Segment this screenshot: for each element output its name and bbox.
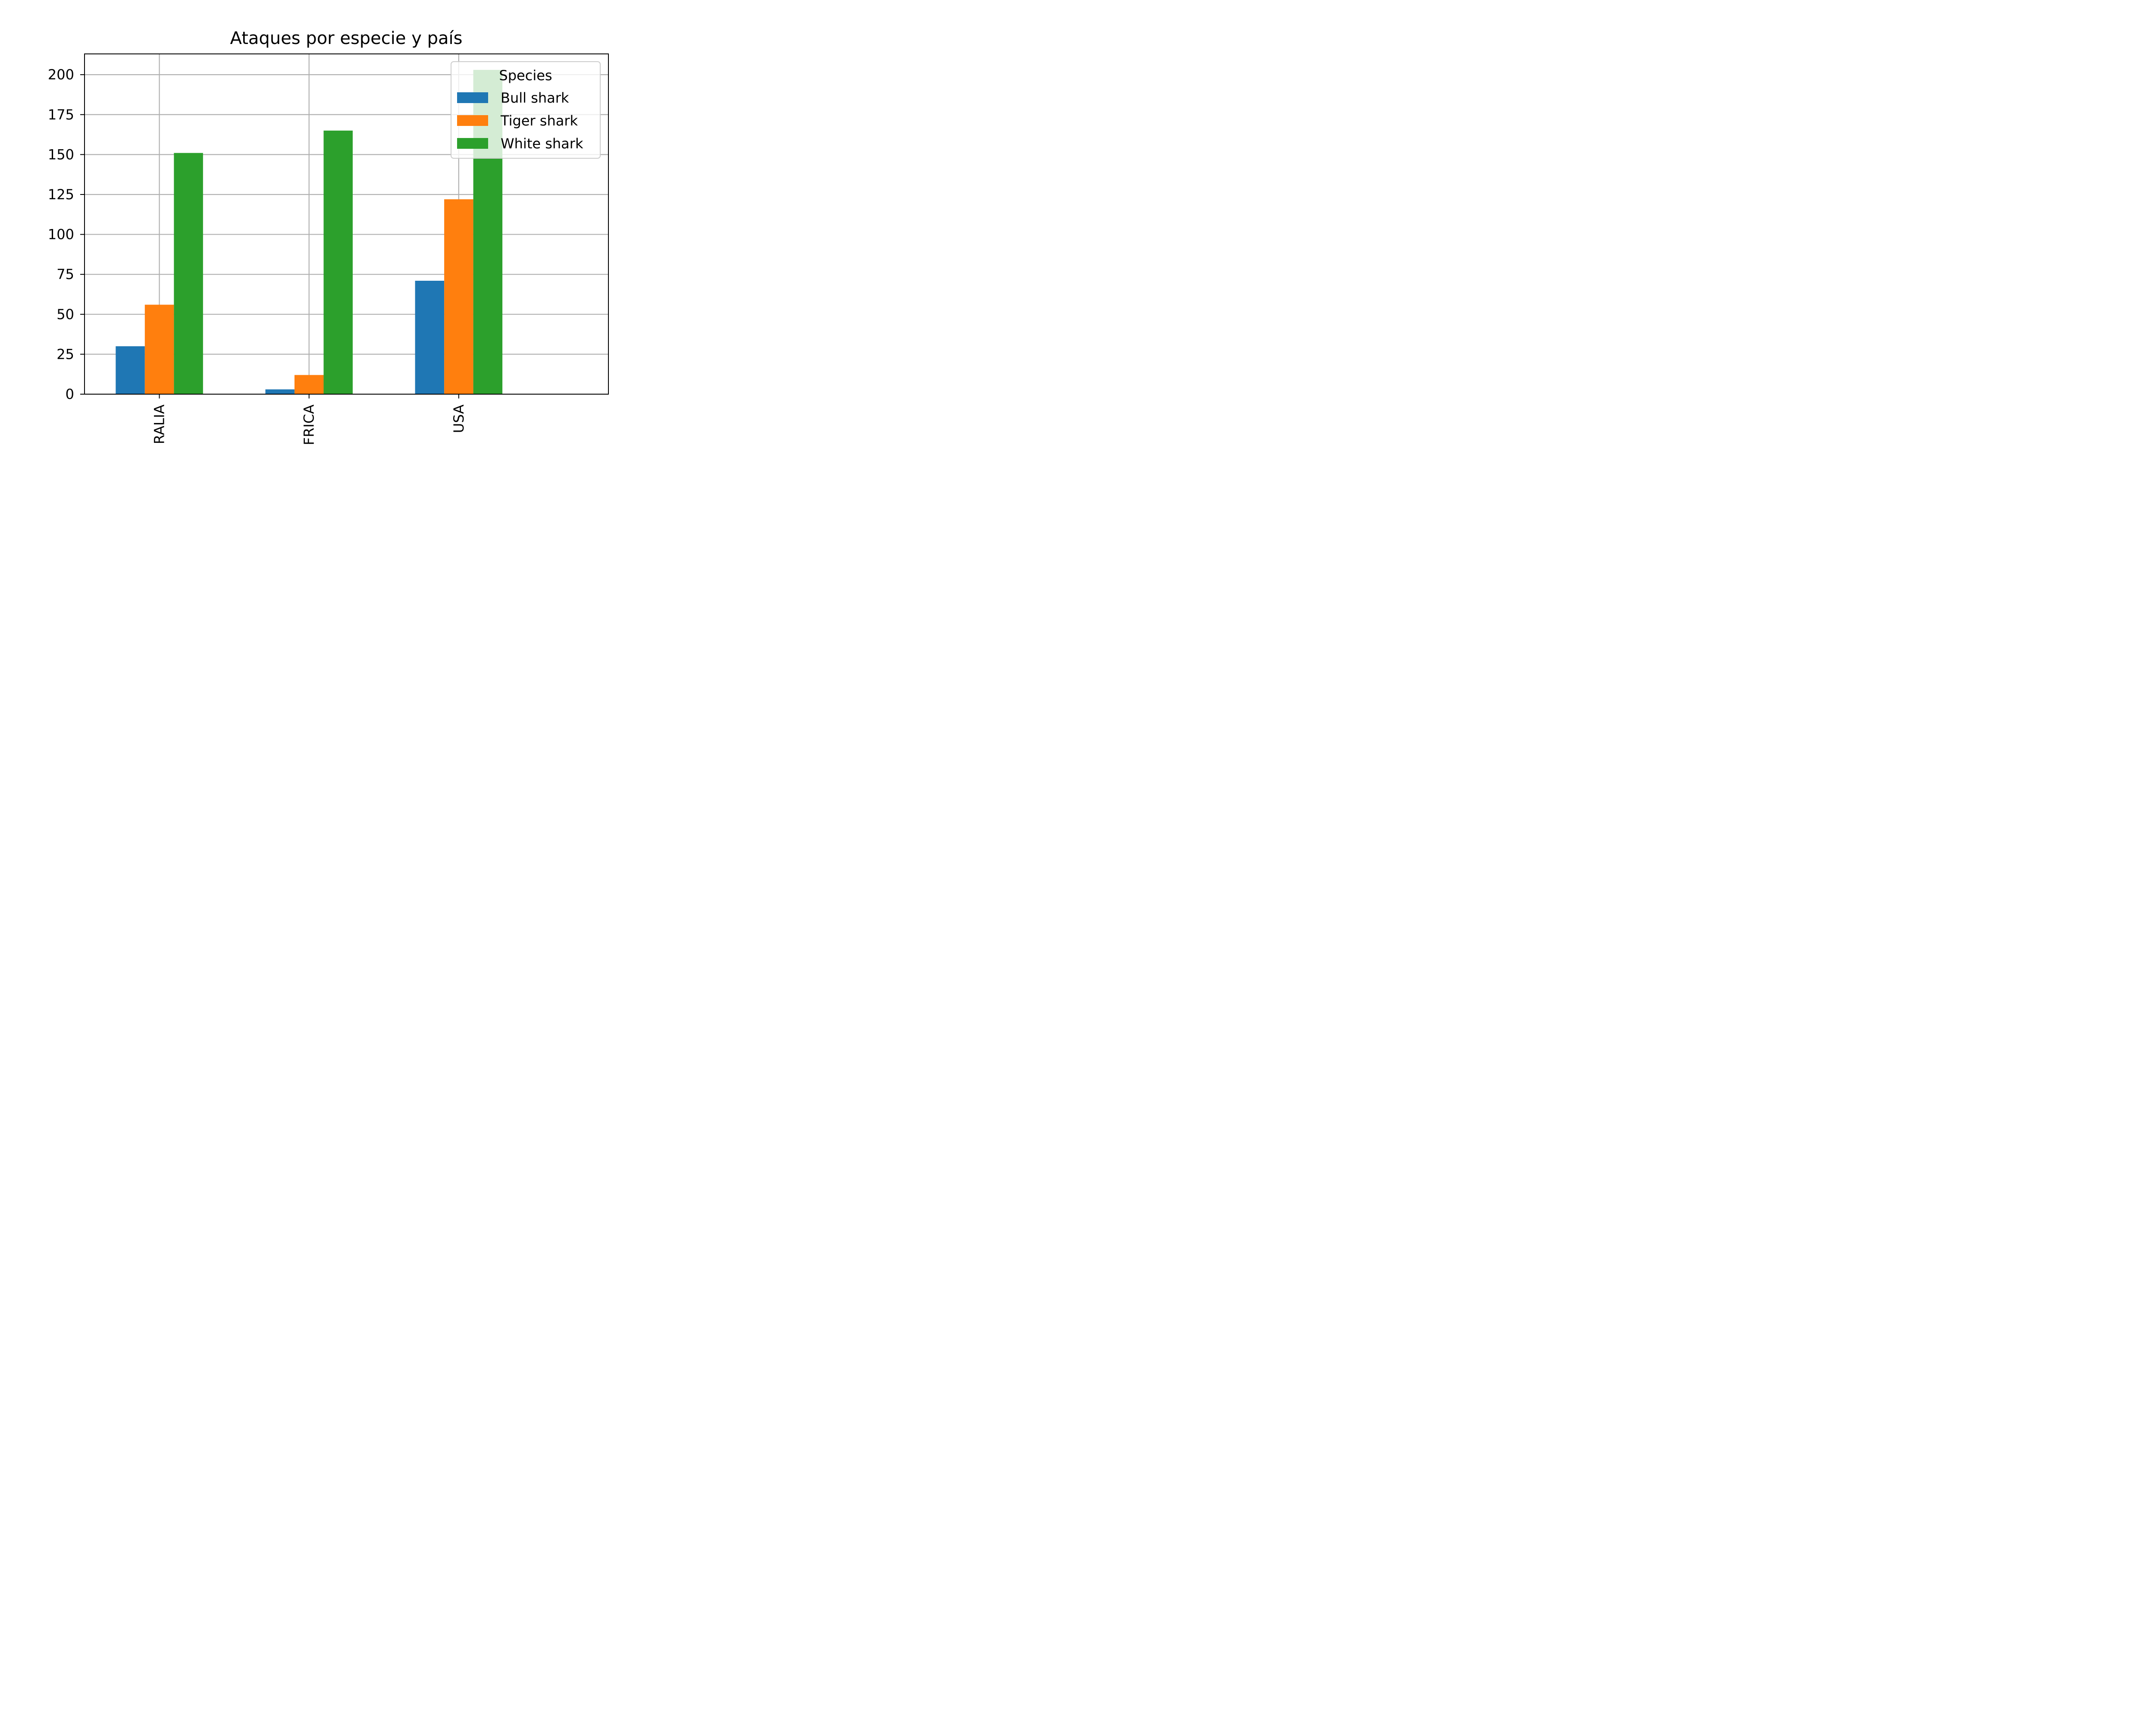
bar-bull-shark [415, 281, 445, 394]
legend-box [451, 61, 601, 159]
y-tick-label: 125 [48, 186, 74, 203]
y-tick-label: 200 [48, 66, 74, 83]
chart: 0 25 50 75 100 125 150 175 200 RALIA FRICA USA Ata… [48, 28, 609, 445]
bar-bull-shark [265, 389, 295, 394]
y-tick-label: 75 [56, 266, 74, 282]
legend-label: Bull shark [501, 90, 569, 106]
x-axis-ticks: RALIA FRICA USA [151, 394, 467, 445]
legend-label: White shark [501, 135, 583, 152]
bar-tiger-shark [144, 304, 174, 394]
y-tick-label: 25 [56, 346, 74, 362]
plot-frame [84, 53, 609, 395]
x-tick-label: USA [451, 405, 467, 433]
y-tick-label: 100 [48, 226, 74, 243]
y-tick-label: 50 [56, 306, 74, 323]
y-tick-label: 150 [48, 146, 74, 163]
bar-tiger-shark [294, 375, 324, 394]
legend-swatch [457, 92, 488, 103]
x-tick-label: RALIA [151, 405, 168, 444]
legend-swatch [457, 115, 488, 126]
legend-label: Tiger shark [500, 113, 578, 129]
bar-bull-shark [116, 346, 145, 394]
bar-tiger-shark [444, 199, 473, 394]
bar-white-shark [174, 153, 203, 394]
legend-swatch [457, 138, 488, 149]
x-tick-label: FRICA [301, 405, 317, 445]
y-tick-label: 0 [66, 386, 74, 402]
chart-title: Ataques por especie y país [230, 28, 463, 48]
bar-white-shark [323, 130, 353, 394]
y-axis-ticks: 0 25 50 75 100 125 150 175 200 [48, 66, 85, 402]
legend-title: Species [499, 67, 552, 84]
legend: Species Bull shark Tiger shark White shark [451, 61, 601, 159]
y-tick-label: 175 [48, 107, 74, 123]
